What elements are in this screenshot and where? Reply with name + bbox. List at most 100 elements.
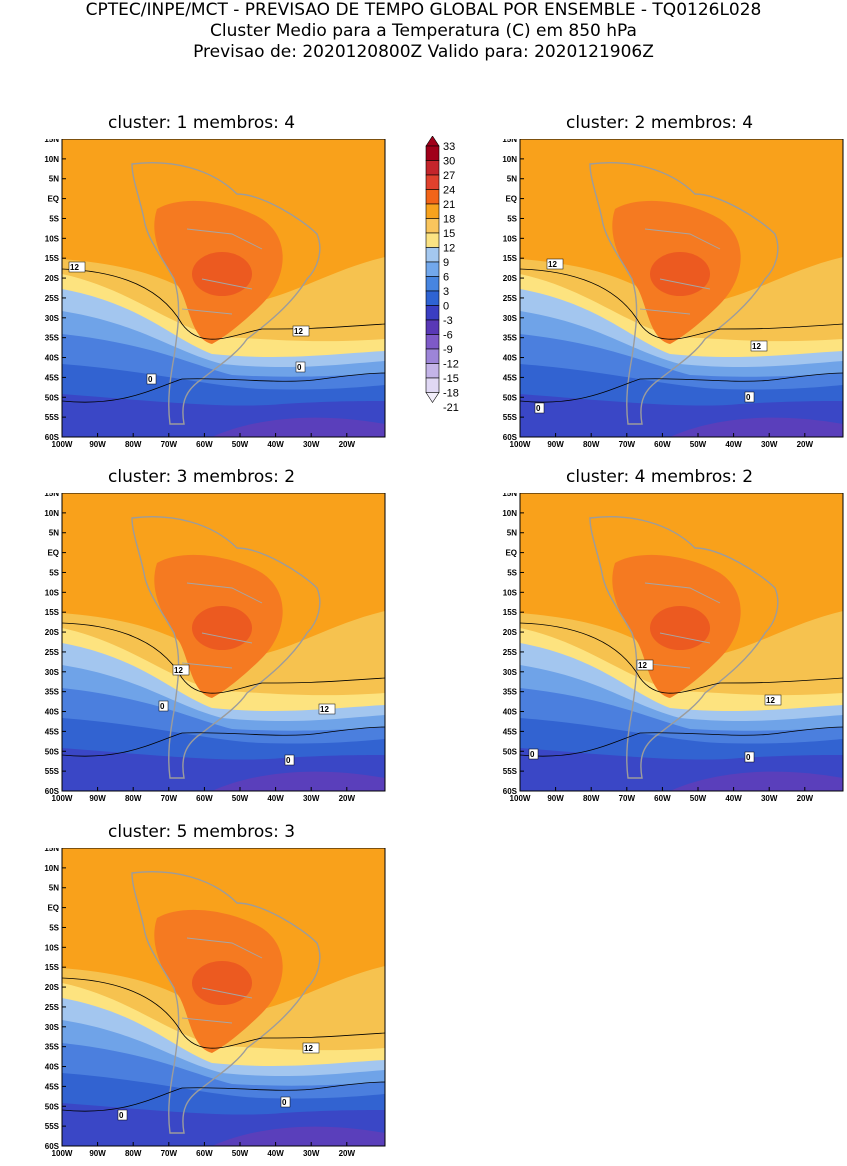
lat-tick-label: 35S	[503, 688, 518, 697]
svg-text:0: 0	[148, 375, 153, 384]
lon-tick-label: 20W	[797, 440, 814, 449]
panel-title-2: cluster: 2 membros: 4	[566, 113, 754, 133]
contour-label: 12	[172, 664, 190, 676]
contour-label: 0	[744, 751, 755, 763]
contour-label: 12	[302, 1042, 320, 1054]
svg-text:0: 0	[286, 756, 291, 765]
colorbar-swatch	[425, 261, 440, 277]
colorbar-swatch	[425, 377, 440, 393]
lon-tick-label: 90W	[89, 794, 106, 803]
svg-text:0: 0	[530, 750, 535, 759]
lat-tick-label: 15N	[44, 848, 59, 853]
lat-tick-label: 55S	[45, 1122, 60, 1131]
lon-tick-label: 80W	[125, 1149, 142, 1158]
lon-tick-label: 80W	[583, 440, 600, 449]
svg-text:12: 12	[320, 705, 329, 714]
lat-tick-label: 35S	[503, 334, 518, 343]
lon-tick-label: 20W	[339, 440, 356, 449]
lat-tick-label: 25S	[45, 648, 60, 657]
lat-tick-label: 40S	[503, 354, 518, 363]
lon-tick-label: 70W	[619, 794, 636, 803]
lat-tick-label: 15N	[502, 493, 517, 498]
contour-label: 12	[318, 703, 336, 715]
lon-tick-label: 50W	[232, 440, 249, 449]
lon-tick-label: 90W	[547, 440, 564, 449]
colorbar-label: 33	[443, 141, 455, 153]
lat-tick-label: 5S	[507, 214, 517, 223]
lat-tick-label: 50S	[45, 1102, 60, 1111]
lat-tick-label: 15S	[45, 963, 60, 972]
lon-tick-label: 50W	[232, 1149, 249, 1158]
colorbar-swatch	[425, 305, 440, 321]
lat-tick-label: 60S	[45, 787, 60, 796]
lat-tick-label: 10N	[44, 155, 59, 164]
lon-tick-label: 60W	[196, 1149, 213, 1158]
contour-label: 12	[750, 340, 768, 352]
lat-tick-label: 45S	[503, 727, 518, 736]
colorbar-label: -15	[443, 373, 459, 385]
lon-tick-label: 100W	[510, 794, 531, 803]
lat-tick-label: 25S	[45, 294, 60, 303]
lat-tick-label: 10S	[45, 943, 60, 952]
svg-text:12: 12	[70, 263, 79, 272]
colorbar-label: 6	[443, 272, 449, 284]
lon-tick-label: 80W	[583, 794, 600, 803]
colorbar-label: 3	[443, 286, 449, 298]
lat-tick-label: EQ	[47, 195, 59, 204]
lon-tick-label: 30W	[761, 440, 778, 449]
lat-tick-label: 5N	[507, 529, 517, 538]
lon-tick-label: 30W	[761, 794, 778, 803]
lat-tick-label: 45S	[45, 1082, 60, 1091]
svg-text:12: 12	[304, 1044, 313, 1053]
map-panel-3: 12 12 0 0 15N 10N 5N EQ 5S 10S 15S 20S 25S 30S 35S 40S 4…	[44, 493, 386, 803]
lat-tick-label: EQ	[47, 904, 59, 913]
lat-tick-label: 20S	[503, 628, 518, 637]
colorbar-label: -12	[443, 359, 459, 371]
colorbar-label: 27	[443, 170, 455, 182]
contour-label: 12	[764, 694, 782, 706]
colorbar-label: -21	[443, 402, 459, 414]
lat-tick-label: 15N	[44, 493, 59, 498]
lat-tick-label: 5S	[49, 568, 59, 577]
lat-tick-label: 55S	[503, 413, 518, 422]
svg-text:12: 12	[766, 696, 775, 705]
lon-tick-label: 30W	[303, 794, 320, 803]
lat-tick-label: 50S	[45, 747, 60, 756]
lat-tick-label: 10S	[503, 588, 518, 597]
header-line-1: CPTEC/INPE/MCT - PREVISAO DE TEMPO GLOBA…	[85, 0, 762, 20]
lon-tick-label: 20W	[339, 1149, 356, 1158]
lat-tick-label: EQ	[47, 549, 59, 558]
lat-tick-label: 30S	[45, 314, 60, 323]
contour-label: 0	[744, 391, 755, 403]
colorbar-swatch	[425, 276, 440, 292]
map-panel-5: 12 0 0 15N 10N 5N EQ 5S 10S 15S 20S 25S 30S 35S 40S 45S…	[44, 848, 386, 1158]
lon-tick-label: 40W	[725, 794, 742, 803]
panel-title-3: cluster: 3 membros: 2	[108, 467, 296, 487]
colorbar-swatch	[425, 189, 440, 205]
colorbar-swatch	[425, 145, 440, 161]
lat-tick-label: 50S	[503, 747, 518, 756]
colorbar-swatch	[425, 218, 440, 234]
lon-tick-label: 70W	[161, 440, 178, 449]
lat-tick-label: EQ	[505, 549, 517, 558]
lon-tick-label: 50W	[690, 440, 707, 449]
panel-title-5: cluster: 5 membros: 3	[108, 822, 296, 842]
lon-tick-label: 60W	[196, 794, 213, 803]
lat-tick-label: 10S	[45, 588, 60, 597]
lat-tick-label: 5S	[507, 568, 517, 577]
lat-tick-label: 60S	[503, 787, 518, 796]
contour-label: 12	[636, 659, 654, 671]
lon-tick-label: 40W	[267, 1149, 284, 1158]
contour-label: 12	[68, 261, 86, 273]
lon-tick-label: 100W	[52, 794, 73, 803]
colorbar-label: 15	[443, 228, 455, 240]
colorbar-label: -6	[443, 330, 453, 342]
lat-tick-label: 40S	[45, 708, 60, 717]
colorbar-label: 18	[443, 214, 455, 226]
lon-tick-label: 100W	[510, 440, 531, 449]
lon-tick-label: 20W	[797, 794, 814, 803]
lat-tick-label: 30S	[45, 668, 60, 677]
lon-tick-label: 100W	[52, 1149, 73, 1158]
colorbar-label: -18	[443, 388, 459, 400]
lat-tick-label: 25S	[503, 294, 518, 303]
